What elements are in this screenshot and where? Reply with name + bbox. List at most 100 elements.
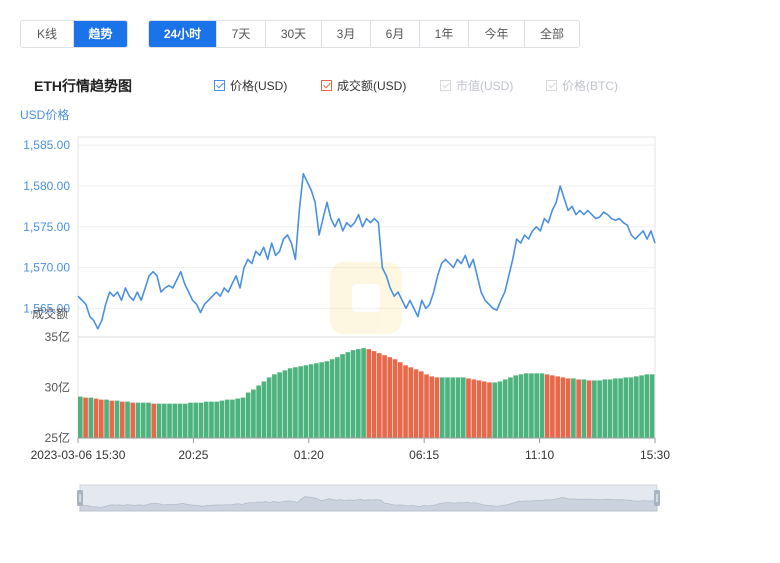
volume-bar <box>644 374 650 438</box>
tab-24h[interactable]: 24小时 <box>149 21 217 47</box>
checkbox-icon <box>546 80 557 91</box>
volume-bar <box>88 397 94 438</box>
volume-bar <box>555 376 560 438</box>
volume-bar <box>245 392 251 438</box>
volume-bar <box>502 379 508 438</box>
volume-bar <box>597 380 602 438</box>
volume-bar <box>272 374 277 438</box>
volume-bar <box>104 399 109 438</box>
volume-bar <box>434 377 440 438</box>
volume-bar <box>371 351 377 438</box>
volume-bar <box>487 382 492 438</box>
volume-bar <box>639 375 644 438</box>
volume-bar <box>235 398 241 438</box>
volume-bar <box>287 368 293 438</box>
volume-bar <box>130 402 136 438</box>
volume-bar <box>418 371 424 438</box>
volume-tick-label: 35亿 <box>45 329 70 344</box>
volume-bar <box>125 401 130 438</box>
legend-label: 价格(BTC) <box>562 79 618 93</box>
volume-bar <box>592 380 597 438</box>
tab-6m[interactable]: 6月 <box>371 21 420 47</box>
volume-bar <box>177 403 183 438</box>
volume-bar <box>319 362 324 438</box>
zoom-handle[interactable] <box>77 490 83 506</box>
volume-bar <box>408 367 414 438</box>
volume-bar <box>209 401 214 438</box>
price-tick-label: 1,565.00 <box>23 301 70 315</box>
volume-bar <box>109 400 115 438</box>
volume-bar <box>497 381 503 438</box>
volume-bar <box>424 374 429 438</box>
volume-bar <box>529 373 534 438</box>
volume-bar <box>429 376 435 438</box>
volume-bar <box>98 399 104 438</box>
legend-marketcap-usd[interactable]: 市值(USD) <box>440 77 513 94</box>
volume-bar <box>403 365 408 438</box>
volume-bar <box>298 366 303 438</box>
tab-all[interactable]: 全部 <box>525 21 579 47</box>
volume-bar <box>167 403 172 438</box>
volume-bar <box>93 398 99 438</box>
tab-1y[interactable]: 1年 <box>420 21 469 47</box>
legend-label: 成交额(USD) <box>337 79 407 93</box>
volume-bar <box>240 397 246 438</box>
volume-bar <box>261 381 267 438</box>
volume-bar <box>172 403 178 438</box>
volume-bar <box>439 377 445 438</box>
volume-bar <box>602 379 608 438</box>
volume-bar <box>539 373 545 438</box>
volume-bar <box>140 402 146 438</box>
legend-price-usd[interactable]: 价格(USD) <box>214 77 287 94</box>
tab-ytd[interactable]: 今年 <box>469 21 525 47</box>
price-tick-label: 1,570.00 <box>23 261 70 275</box>
tab-3m[interactable]: 3月 <box>322 21 371 47</box>
volume-bar <box>314 363 319 438</box>
volume-bar <box>445 377 450 438</box>
volume-bar <box>182 403 188 438</box>
volume-bar <box>471 379 477 438</box>
volume-bar <box>293 367 298 438</box>
legend-volume-usd[interactable]: 成交额(USD) <box>321 77 406 94</box>
volume-bar <box>308 364 314 438</box>
x-tick-label: 2023-03-06 15:30 <box>31 448 126 462</box>
volume-bar <box>571 378 576 438</box>
volume-bar <box>324 361 330 438</box>
volume-bar <box>576 379 581 438</box>
volume-bar <box>518 374 524 438</box>
volume-bar <box>78 396 83 438</box>
volume-bar <box>340 354 345 438</box>
legend-price-btc[interactable]: 价格(BTC) <box>546 77 618 94</box>
volume-bar <box>277 372 282 438</box>
volume-bar <box>392 359 398 438</box>
volume-bar <box>146 402 151 438</box>
volume-bar <box>623 377 629 438</box>
volume-bar <box>550 375 555 438</box>
volume-bar <box>460 377 466 438</box>
volume-bar <box>481 381 487 438</box>
x-tick-label: 11:10 <box>525 448 554 462</box>
chart-type-tabs: K线 趋势 <box>20 20 128 48</box>
legend-label: 价格(USD) <box>230 79 288 93</box>
volume-bar <box>135 402 141 438</box>
x-tick-label: 01:20 <box>294 448 324 462</box>
volume-bar <box>303 365 309 438</box>
tab-30d[interactable]: 30天 <box>266 21 322 47</box>
x-tick-label: 15:30 <box>640 448 670 462</box>
tab-7d[interactable]: 7天 <box>217 21 266 47</box>
checkbox-icon <box>321 80 332 91</box>
x-tick-label: 20:25 <box>178 448 208 462</box>
volume-bar <box>397 362 403 438</box>
volume-bar <box>628 377 634 438</box>
volume-bar <box>329 359 335 438</box>
volume-bar <box>282 370 288 438</box>
chart-title: ETH行情趋势图 <box>34 78 132 94</box>
tab-trend[interactable]: 趋势 <box>74 21 127 47</box>
volume-bar <box>361 348 366 438</box>
price-line <box>77 172 656 330</box>
volume-bar <box>214 401 220 438</box>
tab-kline[interactable]: K线 <box>21 21 74 47</box>
volume-bar <box>618 378 623 438</box>
volume-bar <box>586 380 592 438</box>
zoom-handle[interactable] <box>654 490 660 506</box>
